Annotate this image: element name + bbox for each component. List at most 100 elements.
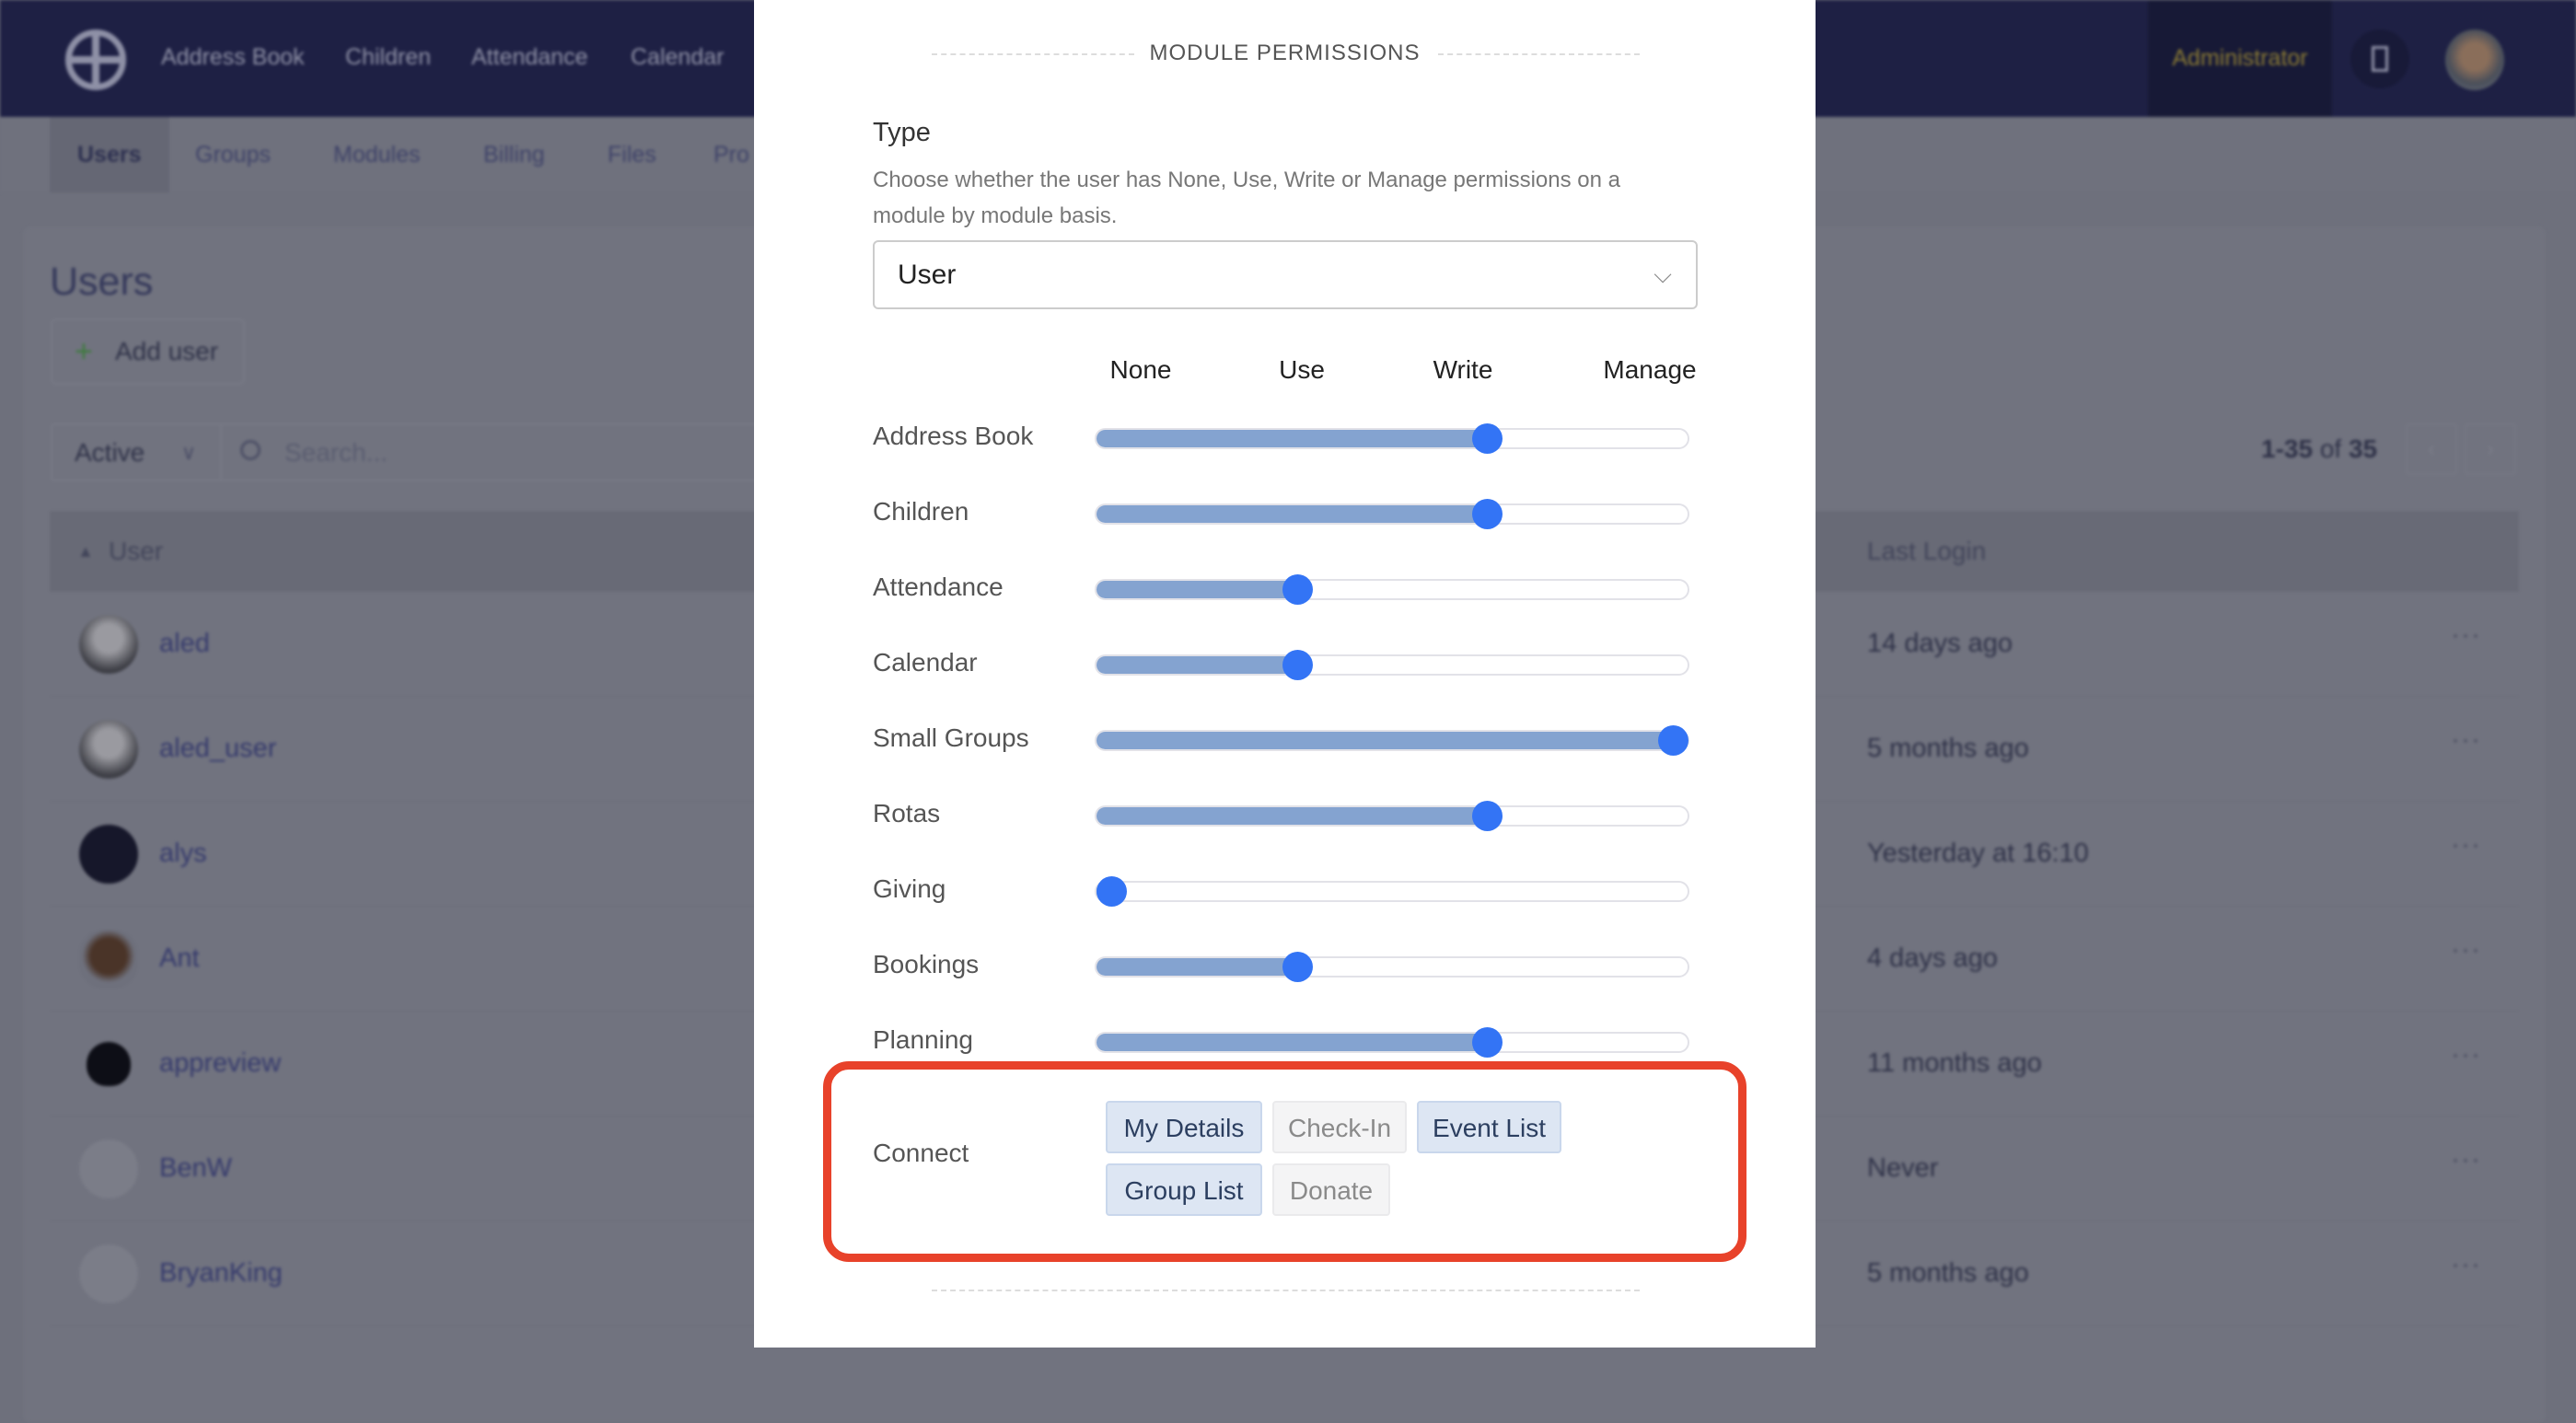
pagination-range: 1-35 (2261, 434, 2314, 463)
slider-handle[interactable] (1471, 423, 1503, 454)
module-label: Bookings (873, 950, 980, 978)
module-label: Children (873, 497, 969, 526)
logo-icon[interactable] (65, 29, 126, 90)
user-name-link[interactable]: aled_user (159, 734, 277, 763)
type-value: User (898, 260, 957, 290)
connect-toggle-donate[interactable]: Donate (1272, 1163, 1390, 1216)
next-page-button[interactable]: › (2465, 423, 2516, 475)
avatar (87, 1042, 131, 1086)
connect-toggle-event-list[interactable]: Event List (1417, 1101, 1561, 1153)
tab-modules[interactable]: Modules (333, 142, 421, 168)
divider (932, 53, 1134, 55)
user-avatar[interactable] (2445, 29, 2504, 90)
more-options-icon[interactable]: ··· (2451, 934, 2481, 965)
tab-pro[interactable]: Pro (714, 142, 749, 168)
user-name-link[interactable]: aled (159, 629, 210, 658)
page-title: Users (50, 260, 154, 304)
nav-children[interactable]: Children (345, 44, 432, 70)
nav-attendance[interactable]: Attendance (471, 44, 588, 70)
more-options-icon[interactable]: ··· (2451, 619, 2481, 650)
type-description: Choose whether the user has None, Use, W… (873, 168, 1620, 228)
permission-slider[interactable] (1095, 725, 1689, 756)
permission-row: Calendar (873, 637, 1701, 692)
module-label: Giving (873, 874, 946, 903)
more-options-icon[interactable]: ··· (2451, 724, 2481, 755)
user-name-link[interactable]: appreview (159, 1048, 282, 1078)
slider-handle[interactable] (1282, 952, 1314, 982)
building-icon[interactable] (2350, 29, 2409, 88)
slider-fill (1097, 958, 1298, 976)
nav-calendar[interactable]: Calendar (631, 44, 725, 70)
slider-fill (1097, 1034, 1487, 1051)
pagination-total: 35 (2348, 434, 2378, 463)
slider-handle[interactable] (1282, 574, 1314, 605)
status-filter-select[interactable]: Active ∨ (51, 423, 222, 481)
pagination-info: 1-35 of 35 (2261, 434, 2377, 464)
last-login: Yesterday at 16:10 (1867, 839, 2089, 868)
column-user[interactable]: User (109, 537, 164, 565)
permission-slider[interactable] (1095, 423, 1689, 454)
permission-row: Attendance (873, 561, 1701, 617)
slider-fill (1097, 807, 1487, 825)
module-label: Attendance (873, 573, 1004, 601)
connect-highlight-box (823, 1061, 1746, 1262)
user-name-link[interactable]: alys (159, 839, 207, 868)
more-options-icon[interactable]: ··· (2451, 1039, 2481, 1070)
slider-handle[interactable] (1097, 876, 1128, 907)
avatar (79, 1140, 138, 1198)
nav-address-book[interactable]: Address Book (161, 44, 305, 70)
permission-slider[interactable] (1095, 574, 1689, 605)
permission-row: Address Book (873, 411, 1701, 466)
permission-slider[interactable] (1095, 1027, 1689, 1058)
avatar (79, 930, 138, 989)
module-label: Calendar (873, 648, 978, 677)
column-last-login[interactable]: Last Login (1867, 537, 1987, 565)
module-label: Address Book (873, 422, 1034, 450)
level-header-write: Write (1433, 355, 1493, 384)
avatar (79, 720, 138, 779)
slider-handle[interactable] (1471, 499, 1503, 529)
user-name-link[interactable]: BenW (159, 1153, 232, 1183)
last-login: 5 months ago (1867, 1258, 2029, 1288)
role-menu[interactable]: Administrator (2148, 0, 2332, 117)
tab-groups[interactable]: Groups (195, 142, 271, 168)
sort-asc-icon[interactable]: ▲ (77, 542, 94, 561)
plus-icon: + (75, 334, 93, 369)
tab-files[interactable]: Files (608, 142, 656, 168)
connect-toggle-my-details[interactable]: My Details (1106, 1101, 1262, 1153)
slider-handle[interactable] (1657, 725, 1688, 756)
add-user-button[interactable]: + Add user (51, 318, 245, 385)
slider-handle[interactable] (1471, 1027, 1503, 1058)
slider-handle[interactable] (1282, 650, 1314, 680)
avatar (79, 615, 138, 674)
permission-slider[interactable] (1095, 876, 1689, 907)
permission-slider[interactable] (1095, 952, 1689, 982)
chevron-down-icon: ⌵ (1654, 260, 1672, 288)
type-select[interactable]: User ⌵ (873, 240, 1698, 309)
last-login: Never (1867, 1153, 1939, 1183)
permission-slider[interactable] (1095, 801, 1689, 831)
permission-slider[interactable] (1095, 650, 1689, 680)
level-header-use: Use (1279, 355, 1325, 384)
slider-handle[interactable] (1471, 801, 1503, 831)
tab-users[interactable]: Users (50, 117, 169, 192)
table-row[interactable]: BenW Never ··· (50, 1116, 2519, 1221)
permission-row: Bookings (873, 939, 1701, 994)
user-name-link[interactable]: BryanKing (159, 1258, 283, 1288)
slider-fill (1097, 732, 1673, 749)
search-input[interactable]: Search... (222, 423, 774, 481)
connect-toggle-group-list[interactable]: Group List (1106, 1163, 1262, 1216)
prev-page-button[interactable]: ‹ (2406, 423, 2457, 475)
permission-slider[interactable] (1095, 499, 1689, 529)
slider-fill (1097, 430, 1487, 447)
more-options-icon[interactable]: ··· (2451, 829, 2481, 860)
more-options-icon[interactable]: ··· (2451, 1144, 2481, 1174)
type-label: Type (873, 118, 931, 147)
search-placeholder: Search... (284, 438, 389, 467)
more-options-icon[interactable]: ··· (2451, 1249, 2481, 1279)
connect-toggle-check-in[interactable]: Check-In (1272, 1101, 1407, 1153)
permission-row: Small Groups (873, 712, 1701, 768)
user-name-link[interactable]: Ant (159, 943, 200, 973)
modal-heading: MODULE PERMISSIONS (1149, 40, 1421, 65)
tab-billing[interactable]: Billing (483, 142, 545, 168)
